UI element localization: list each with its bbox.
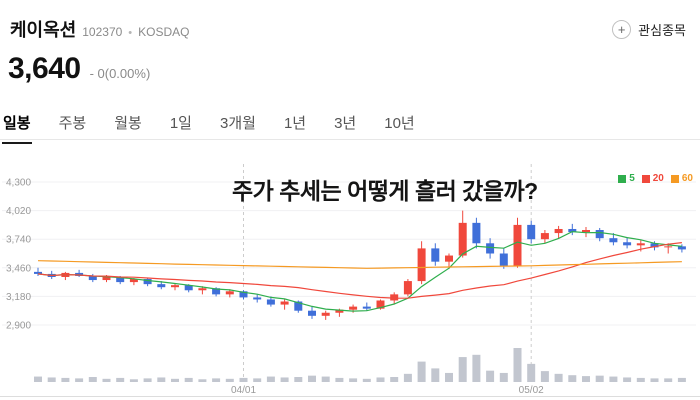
stock-header: 케이옥션 102370 • KOSDAQ xyxy=(10,16,190,42)
tab-bar: 일봉 주봉 월봉 1일 3개월 1년 3년 10년 xyxy=(0,104,700,144)
legend-label: 60 xyxy=(681,173,693,184)
price-row: 3,640 - 0(0.00%) xyxy=(8,52,150,86)
legend-item-20: 20 xyxy=(641,173,664,184)
y-axis-label: 3,740 xyxy=(6,235,31,246)
y-axis-label: 4,020 xyxy=(6,206,31,217)
x-axis-label: 05/02 xyxy=(519,385,544,396)
market-label: KOSDAQ xyxy=(138,25,190,39)
separator-dot: • xyxy=(128,27,133,39)
y-axis-label: 4,300 xyxy=(6,178,31,189)
add-watchlist-button[interactable]: + 관심종목 xyxy=(612,20,686,39)
volume-bars xyxy=(34,348,686,382)
tab-weekly[interactable]: 주봉 xyxy=(58,115,87,132)
watchlist-label: 관심종목 xyxy=(638,23,686,38)
legend-swatch-icon xyxy=(618,174,627,183)
x-axis-marks: 04/01 05/02 xyxy=(231,164,544,396)
x-axis-label: 04/01 xyxy=(231,385,256,396)
price-change: - 0(0.00%) xyxy=(89,66,151,81)
tab-3year[interactable]: 3년 xyxy=(334,115,357,132)
chart-legend: 5 20 60 xyxy=(618,173,693,184)
legend-swatch-icon xyxy=(641,174,650,183)
ma-line xyxy=(37,242,682,299)
overlay-headline: 주가 추세는 어떻게 흘러 갔을까? xyxy=(232,178,538,204)
legend-label: 20 xyxy=(652,173,664,184)
chart-area: 4,300 4,020 3,740 3,460 3,180 2,900 04/01 05/02 xyxy=(0,150,700,400)
tab-10year[interactable]: 10년 xyxy=(384,115,415,132)
tab-daily[interactable]: 일봉 xyxy=(2,104,32,144)
tab-1year[interactable]: 1년 xyxy=(283,115,307,132)
stock-code: 102370 xyxy=(82,25,123,39)
ma-line xyxy=(37,230,682,312)
current-price: 3,640 xyxy=(8,52,81,85)
plus-circle-icon: + xyxy=(612,20,632,39)
legend-label: 5 xyxy=(629,173,635,184)
tab-1day[interactable]: 1일 xyxy=(169,115,192,132)
y-axis-label: 3,180 xyxy=(6,292,31,303)
legend-swatch-icon xyxy=(670,174,679,183)
ma-line xyxy=(37,260,682,269)
legend-item-60: 60 xyxy=(670,173,693,184)
legend-item-5: 5 xyxy=(618,173,635,184)
stock-name: 케이옥션 xyxy=(10,20,77,40)
y-axis-label: 2,900 xyxy=(6,321,31,332)
tab-3month[interactable]: 3개월 xyxy=(219,115,256,132)
y-axis-label: 3,460 xyxy=(6,263,31,274)
candles xyxy=(34,210,686,320)
candlestick-chart: 4,300 4,020 3,740 3,460 3,180 2,900 04/01 05/02 xyxy=(0,164,700,397)
tab-monthly[interactable]: 월봉 xyxy=(114,115,142,132)
